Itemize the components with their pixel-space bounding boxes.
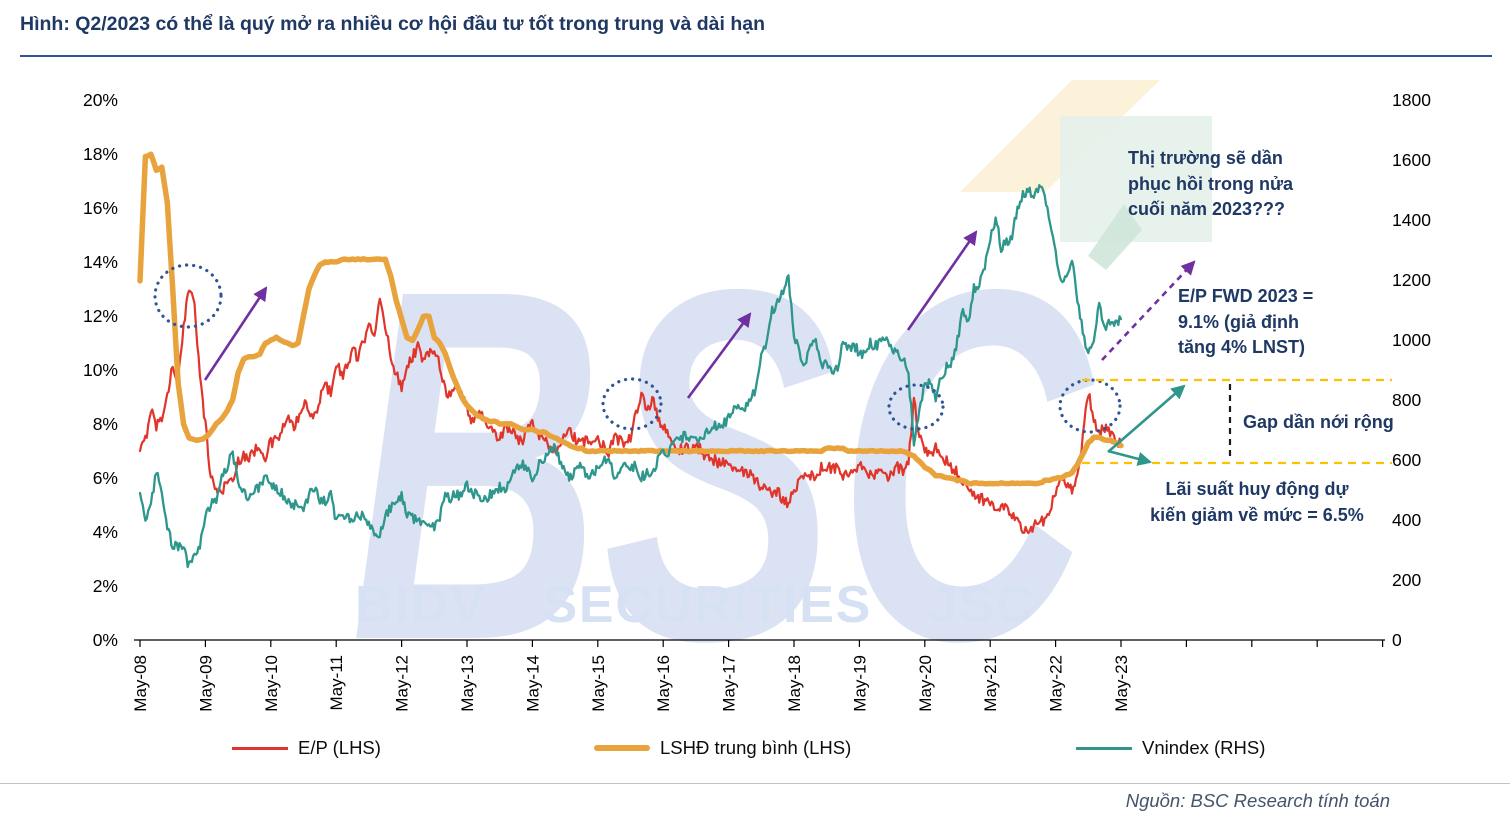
source-note: Nguồn: BSC Research tính toán [1125,790,1390,811]
forecast-dashed-arrow [1101,260,1196,361]
legend-label-ep: E/P (LHS) [298,737,381,758]
x-axis-tick-label: May-12 [393,655,412,712]
gap-upper-teal-arrow [1107,384,1186,453]
footer-divider [0,783,1510,784]
series-vnindex [138,184,1123,569]
x-axis-tick-label: May-11 [327,655,346,710]
title-divider [20,55,1492,57]
y-axis-left-tick-label: 20% [83,90,118,110]
legend-label-vnindex: Vnindex (RHS) [1142,737,1266,758]
annotation-shapes [153,230,1392,466]
legend-item-lshd: LSHĐ trung bình (LHS) [594,735,851,761]
x-axis-tick-label: May-08 [131,655,150,712]
y-axis-right-tick-label: 0 [1392,630,1402,650]
x-axis-tick-label: May-19 [850,655,869,712]
x-axis-tick-label: May-21 [981,655,1000,712]
x-axis-tick-label: May-23 [1112,655,1131,712]
watermark-square-shape [1060,116,1212,242]
x-axis-tick-label: May-09 [196,655,215,712]
dotted-circle-2020 [887,383,945,431]
x-axis-tick-label: May-15 [589,655,608,712]
gap-lower-teal-arrow [1107,449,1153,466]
y-axis-left-tick-label: 4% [93,522,118,542]
x-axis-tick-label: May-14 [523,655,542,712]
y-axis-right-tick-label: 1800 [1392,90,1431,110]
x-axis-tick-label: May-13 [458,655,477,712]
plot-layer: May-08 May-09 May-10 May-11 May-12 May-13 May-… [83,90,1431,712]
legend-line-sample-lshd [594,745,650,751]
y-axis-right-tick-label: 1600 [1392,150,1431,170]
legend-line-sample-ep [232,746,288,750]
y-axis-left-tick-label: 0% [93,630,118,650]
y-axis-left-tick-label: 18% [83,144,118,164]
dotted-circle-2016 [601,377,663,431]
y-axis-right-tick-label: 600 [1392,450,1421,470]
legend-item-vnindex: Vnindex (RHS) [1076,735,1265,761]
y-axis-left-tick-label: 8% [93,414,118,434]
annotation-market-recovery: Thị trường sẽ dần phục hồi trong nửa cuố… [1128,148,1294,220]
y-axis-left-tick-label: 2% [93,576,118,596]
y-axis-left-tick-label: 12% [83,306,118,326]
x-axis-tick-label: May-17 [720,655,739,712]
y-axis-right-tick-label: 1000 [1392,330,1431,350]
x-axis-tick-label: May-22 [1047,655,1066,712]
chart-legend: E/P (LHS) LSHĐ trung bình (LHS) Vnindex … [0,735,1510,765]
recovery-arrow-2017 [686,312,752,399]
y-axis-left-tick-label: 16% [83,198,118,218]
recovery-arrow-2020 [906,230,978,331]
y-axis-left-tick-label: 6% [93,468,118,488]
annotation-ep-forward: E/P FWD 2023 = 9.1% (giả định tăng 4% LN… [1178,286,1314,358]
watermark-subtitle-text: BIDV SECURITIES JSC [355,576,1043,634]
y-axis-left-tick-label: 10% [83,360,118,380]
x-axis-tick-label: May-18 [785,655,804,712]
dotted-circle-2022 [1058,378,1122,434]
dotted-circle-2009 [153,263,223,329]
legend-item-ep: E/P (LHS) [232,735,381,761]
annotation-deposit-rate: Lãi suất huy động dự kiến giảm về mức = … [1150,479,1364,525]
x-axis-tick-label: May-10 [262,655,281,712]
legend-label-lshd: LSHĐ trung bình (LHS) [660,737,852,758]
x-axis-tick-label: May-16 [654,655,673,712]
y-axis-right-tick-label: 1400 [1392,210,1431,230]
series-lshd [137,151,1124,487]
y-axis-right-tick-label: 800 [1392,390,1421,410]
y-axis-right-tick-label: 1200 [1392,270,1431,290]
x-axis-tick-label: May-20 [916,655,935,712]
y-axis-right-tick-label: 400 [1392,510,1421,530]
page-title: Hình: Q2/2023 có thể là quý mở ra nhiều … [20,13,766,35]
y-axis-right-tick-label: 200 [1392,570,1421,590]
legend-line-sample-vnindex [1076,746,1132,750]
watermark-arrow-small-shape [1088,204,1142,270]
annotation-gap: Gap dần nới rộng [1243,412,1394,432]
recovery-arrow-2009 [203,286,268,381]
y-axis-left-tick-label: 14% [83,252,118,272]
